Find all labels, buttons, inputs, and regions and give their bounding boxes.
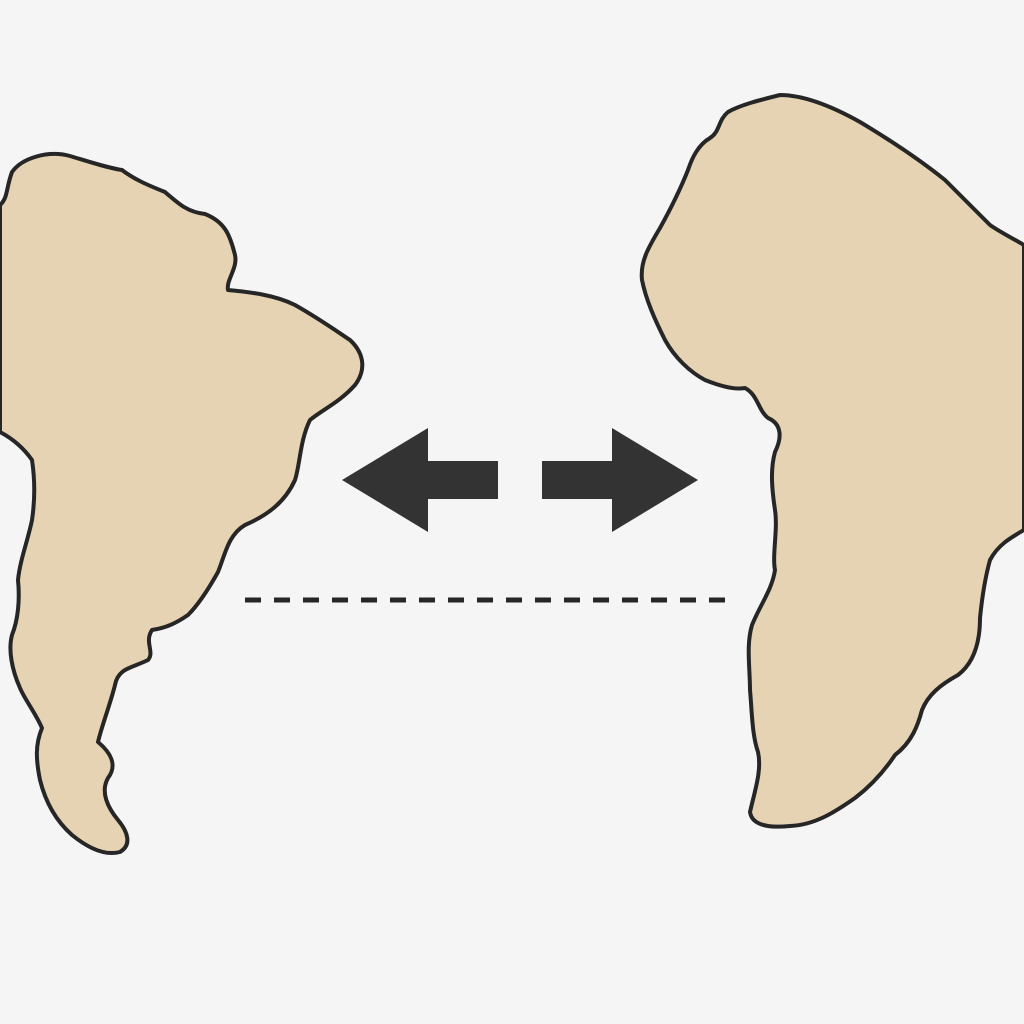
africa-landmass [639, 93, 1024, 829]
south-america-landmass [0, 151, 365, 855]
arrow-right-icon [542, 428, 698, 532]
arrow-left-icon [342, 428, 498, 532]
